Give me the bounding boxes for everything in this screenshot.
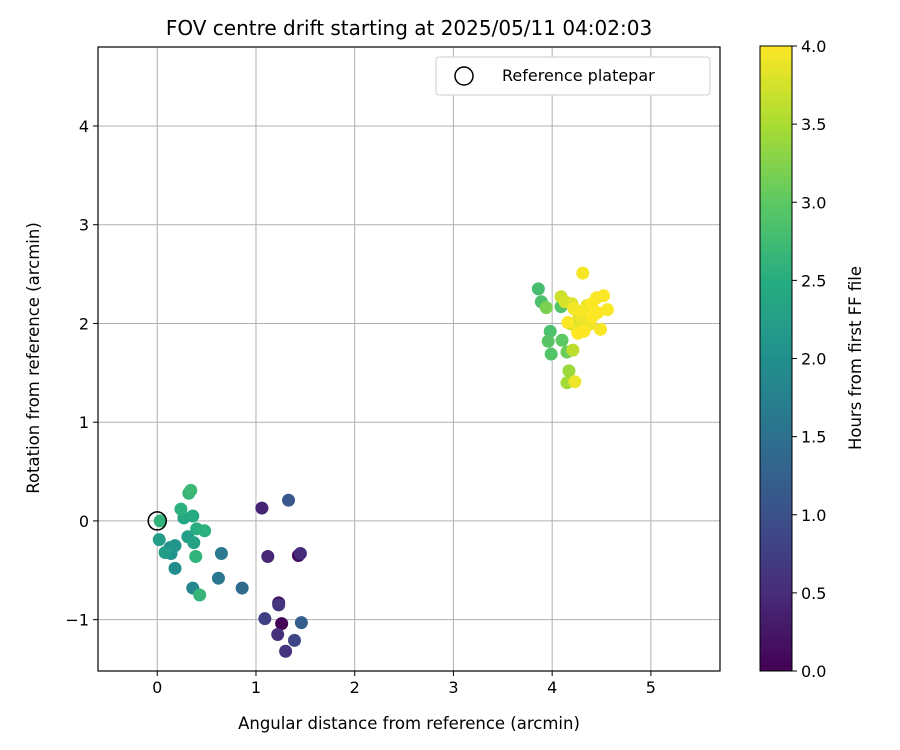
x-tick-label: 5 bbox=[646, 678, 656, 697]
data-point bbox=[585, 297, 599, 311]
data-point bbox=[555, 333, 569, 347]
data-point bbox=[272, 598, 286, 612]
plot-frame bbox=[97, 46, 721, 672]
chart-title: FOV centre drift starting at 2025/05/11 … bbox=[166, 16, 652, 40]
colorbar-ticks: 0.0 0.5 1.0 1.5 2.0 2.5 3.0 3.5 4.0 bbox=[792, 37, 826, 681]
colorbar bbox=[759, 45, 793, 672]
legend-box bbox=[435, 56, 711, 96]
y-axis-ticks: −1 0 1 2 3 4 bbox=[65, 117, 98, 630]
data-point bbox=[153, 514, 167, 528]
data-point bbox=[255, 501, 269, 515]
colorbar-tick-label: 0.0 bbox=[801, 662, 826, 681]
y-tick-label: 2 bbox=[79, 314, 89, 333]
data-point bbox=[294, 616, 308, 630]
x-tick-label: 1 bbox=[251, 678, 261, 697]
data-point bbox=[158, 546, 172, 560]
y-tick-label: −1 bbox=[65, 611, 89, 630]
x-axis-ticks: 0 1 2 3 4 5 bbox=[152, 671, 656, 697]
data-point bbox=[184, 483, 198, 497]
x-tick-label: 0 bbox=[152, 678, 162, 697]
data-point bbox=[168, 539, 182, 553]
data-point bbox=[189, 549, 203, 563]
y-axis-label: Rotation from reference (arcmin) bbox=[24, 222, 43, 494]
x-tick-label: 2 bbox=[350, 678, 360, 697]
data-point bbox=[193, 588, 207, 602]
y-tick-label: 4 bbox=[79, 117, 89, 136]
data-point bbox=[211, 571, 225, 585]
colorbar-tick-label: 2.5 bbox=[801, 271, 826, 290]
data-point bbox=[594, 322, 608, 336]
colorbar-tick-label: 4.0 bbox=[801, 37, 826, 56]
y-tick-label: 1 bbox=[79, 413, 89, 432]
data-point bbox=[287, 633, 301, 647]
data-point bbox=[152, 533, 166, 547]
x-axis-label: Angular distance from reference (arcmin) bbox=[238, 714, 580, 733]
data-point bbox=[258, 612, 272, 626]
legend: Reference platepar bbox=[435, 56, 711, 96]
data-point bbox=[541, 334, 555, 348]
colorbar-tick-label: 1.5 bbox=[801, 428, 826, 447]
x-tick-label: 3 bbox=[448, 678, 458, 697]
data-point bbox=[544, 347, 558, 361]
data-point bbox=[561, 315, 575, 329]
data-point bbox=[293, 547, 307, 561]
data-point bbox=[543, 324, 557, 338]
data-point bbox=[271, 627, 285, 641]
data-point bbox=[576, 266, 590, 280]
data-point bbox=[566, 343, 580, 357]
data-point bbox=[186, 509, 200, 523]
grid bbox=[98, 47, 720, 671]
legend-label-reference: Reference platepar bbox=[502, 66, 655, 85]
data-points bbox=[152, 266, 614, 658]
colorbar-tick-label: 3.5 bbox=[801, 115, 826, 134]
data-point bbox=[571, 326, 585, 340]
data-point bbox=[596, 289, 610, 303]
data-point bbox=[168, 561, 182, 575]
data-point bbox=[214, 547, 228, 561]
data-point bbox=[174, 502, 188, 516]
data-point bbox=[568, 375, 582, 389]
data-point bbox=[275, 617, 289, 631]
colorbar-tick-label: 1.0 bbox=[801, 506, 826, 525]
legend-marker-reference bbox=[454, 66, 474, 86]
data-point bbox=[235, 581, 249, 595]
data-point bbox=[282, 493, 296, 507]
colorbar-tick-label: 3.0 bbox=[801, 193, 826, 212]
data-point bbox=[574, 305, 588, 319]
colorbar-label: Hours from first FF file bbox=[846, 266, 865, 450]
data-point bbox=[198, 524, 212, 538]
y-tick-label: 3 bbox=[79, 216, 89, 235]
data-point bbox=[531, 282, 545, 296]
data-point bbox=[600, 303, 614, 317]
data-point bbox=[279, 644, 293, 658]
colorbar-tick-label: 0.5 bbox=[801, 584, 826, 603]
data-point bbox=[187, 536, 201, 550]
x-tick-label: 4 bbox=[547, 678, 557, 697]
colorbar-tick-label: 2.0 bbox=[801, 350, 826, 369]
reference-point-marker bbox=[147, 511, 167, 531]
data-point bbox=[562, 364, 576, 378]
data-point bbox=[539, 301, 553, 315]
data-point bbox=[261, 549, 275, 563]
y-tick-label: 0 bbox=[79, 512, 89, 531]
